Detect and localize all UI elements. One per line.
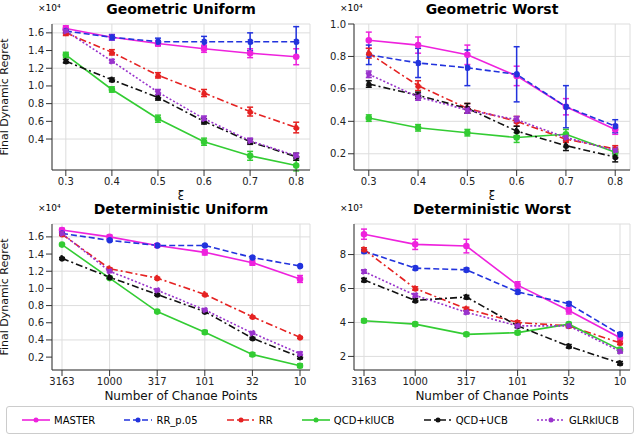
svg-text:0.7: 0.7: [558, 176, 574, 187]
html-text:×10⁴: ×10⁴: [38, 3, 61, 13]
svg-text:1.6: 1.6: [28, 231, 44, 242]
html-text:Deterministic Uniform: Deterministic Uniform: [93, 201, 269, 217]
svg-text:4: 4: [340, 317, 346, 328]
svg-text:0.8: 0.8: [28, 300, 44, 311]
svg-text:ξ: ξ: [178, 189, 185, 200]
svg-text:0.2: 0.2: [330, 148, 346, 159]
svg-text:1.4: 1.4: [28, 45, 44, 56]
html-text:MASTER: MASTER: [54, 414, 96, 426]
svg-text:1.0: 1.0: [28, 80, 44, 91]
svg-text:1.6: 1.6: [28, 27, 44, 38]
svg-text:Final Dynamic Regret: Final Dynamic Regret: [8, 38, 11, 156]
html-text:RR_p.05: RR_p.05: [156, 414, 198, 426]
svg-text:Number of Change Points: Number of Change Points: [415, 389, 568, 400]
svg-text:0.5: 0.5: [459, 176, 475, 187]
svg-text:2: 2: [340, 351, 346, 362]
html-text:GLRklUCB: GLRklUCB: [568, 414, 619, 426]
html-text:RR: RR: [258, 414, 273, 426]
svg-text:Final Dynamic Regret: Final Dynamic Regret: [8, 238, 11, 356]
svg-text:10: 10: [294, 376, 307, 387]
html-text:×10⁴: ×10⁴: [340, 3, 363, 13]
svg-text:1.2: 1.2: [28, 266, 44, 277]
svg-text:0.6: 0.6: [196, 176, 212, 187]
html-text:QCD+klUCB: QCD+klUCB: [333, 414, 395, 426]
svg-text:3163: 3163: [351, 376, 376, 387]
svg-text:1000: 1000: [97, 376, 122, 387]
svg-text:0.8: 0.8: [28, 98, 44, 109]
svg-text:0.6: 0.6: [28, 317, 44, 328]
svg-text:0.8: 0.8: [288, 176, 304, 187]
svg-text:0.4: 0.4: [28, 334, 44, 345]
svg-text:Number of Change Points: Number of Change Points: [104, 389, 257, 400]
svg-text:0.6: 0.6: [330, 83, 346, 94]
svg-text:1.2: 1.2: [28, 63, 44, 74]
svg-text:32: 32: [246, 376, 259, 387]
svg-text:0.8: 0.8: [607, 176, 623, 187]
html-text:×10⁴: ×10⁴: [38, 203, 61, 213]
html-text:Geometric Uniform: Geometric Uniform: [106, 1, 256, 17]
svg-text:10: 10: [614, 376, 627, 387]
svg-text:0.5: 0.5: [150, 176, 166, 187]
svg-text:0.3: 0.3: [361, 176, 377, 187]
svg-text:0.4: 0.4: [330, 116, 346, 127]
svg-text:0.3: 0.3: [58, 176, 74, 187]
svg-text:32: 32: [562, 376, 575, 387]
svg-text:0.6: 0.6: [509, 176, 525, 187]
html-text:Deterministic Worst: Deterministic Worst: [413, 201, 571, 217]
svg-text:0.4: 0.4: [410, 176, 426, 187]
svg-text:0.4: 0.4: [104, 176, 120, 187]
svg-text:0.4: 0.4: [28, 134, 44, 145]
svg-text:0.7: 0.7: [242, 176, 258, 187]
svg-text:0.6: 0.6: [28, 116, 44, 127]
svg-text:1.0: 1.0: [330, 19, 346, 30]
svg-text:317: 317: [457, 376, 476, 387]
svg-text:1.4: 1.4: [28, 249, 44, 260]
svg-text:3163: 3163: [49, 376, 74, 387]
svg-text:317: 317: [148, 376, 167, 387]
svg-text:1000: 1000: [402, 376, 427, 387]
svg-text:6: 6: [340, 283, 346, 294]
html-text:Geometric Worst: Geometric Worst: [425, 1, 559, 17]
svg-text:0.2: 0.2: [28, 352, 44, 363]
svg-text:8: 8: [340, 249, 346, 260]
svg-text:101: 101: [195, 376, 214, 387]
html-text:×10³: ×10³: [340, 203, 363, 213]
svg-text:ξ: ξ: [489, 189, 496, 200]
svg-text:101: 101: [508, 376, 527, 387]
html-text:QCD+UCB: QCD+UCB: [455, 414, 508, 426]
svg-text:1.0: 1.0: [28, 283, 44, 294]
svg-text:0.8: 0.8: [330, 51, 346, 62]
